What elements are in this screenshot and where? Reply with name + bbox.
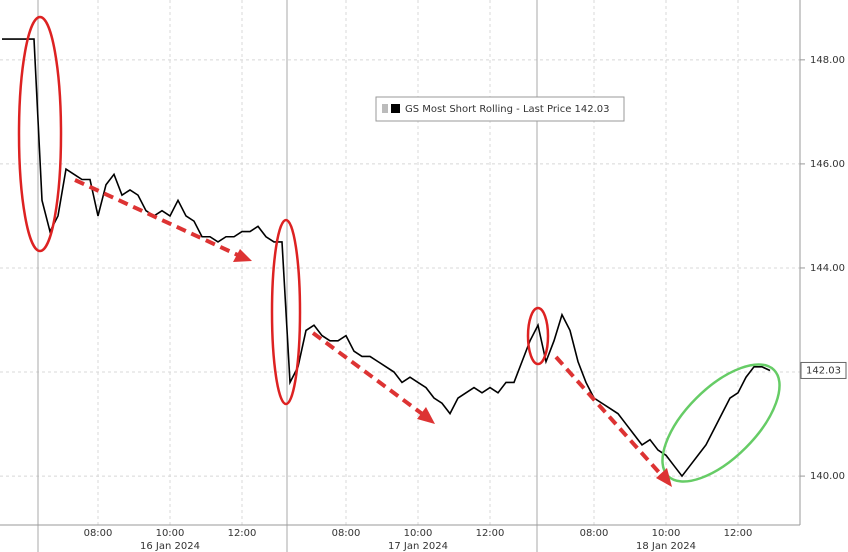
arrow-head (656, 468, 672, 487)
highlight-ellipse (526, 306, 550, 366)
legend-box (375, 96, 625, 122)
legend-icon (382, 104, 388, 113)
y-tick-label: 146.00 (810, 159, 845, 170)
trend-arrow (74, 178, 241, 258)
legend-swatch (391, 104, 400, 113)
x-group-label: 16 Jan 2024 (140, 541, 200, 552)
last-price-box (800, 361, 847, 379)
y-tick-label: 144.00 (810, 263, 845, 274)
x-tick-label: 10:00 (404, 528, 433, 539)
arrow-head (417, 407, 435, 424)
y-tick-label: 140.00 (810, 471, 845, 482)
plot (2, 38, 771, 478)
legend-label: GS Most Short Rolling - Last Price 142.0… (405, 104, 610, 115)
annotations (17, 15, 781, 487)
highlight-ellipse (270, 218, 302, 406)
x-tick-label: 10:00 (156, 528, 185, 539)
y-tick-label: 148.00 (810, 55, 845, 66)
arrow-head (233, 249, 252, 262)
legend: GS Most Short Rolling - Last Price 142.0… (375, 96, 625, 122)
x-group-label: 17 Jan 2024 (388, 541, 448, 552)
x-tick-label: 08:00 (580, 528, 609, 539)
last-price-label: 142.03 (806, 365, 841, 376)
trend-arrow (311, 331, 427, 418)
x-tick-label: 12:00 (228, 528, 257, 539)
x-tick-label: 08:00 (84, 528, 113, 539)
price-line (2, 38, 771, 478)
x-tick-label: 08:00 (332, 528, 361, 539)
highlight-ellipse (17, 15, 63, 253)
x-tick-label: 12:00 (476, 528, 505, 539)
x-tick-label: 10:00 (652, 528, 681, 539)
trend-arrow (554, 355, 666, 480)
x-group-label: 18 Jan 2024 (636, 541, 696, 552)
x-tick-label: 12:00 (724, 528, 753, 539)
